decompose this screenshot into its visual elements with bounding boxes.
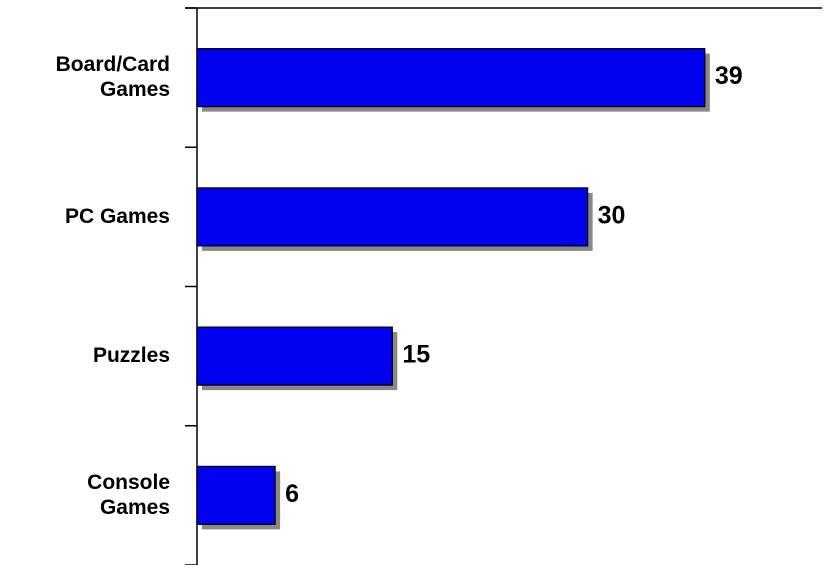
category-label: Puzzles	[93, 344, 170, 367]
value-label: 30	[598, 201, 626, 229]
category-label: PC Games	[65, 204, 170, 227]
category-label: Console Games	[87, 470, 170, 518]
category-label: Board/Card Games	[56, 53, 170, 101]
value-label: 6	[285, 480, 299, 508]
bar	[196, 465, 276, 525]
bar	[196, 48, 706, 108]
value-label: 15	[402, 341, 430, 369]
bar	[196, 187, 589, 247]
value-label: 39	[715, 62, 743, 90]
bar	[196, 326, 393, 386]
